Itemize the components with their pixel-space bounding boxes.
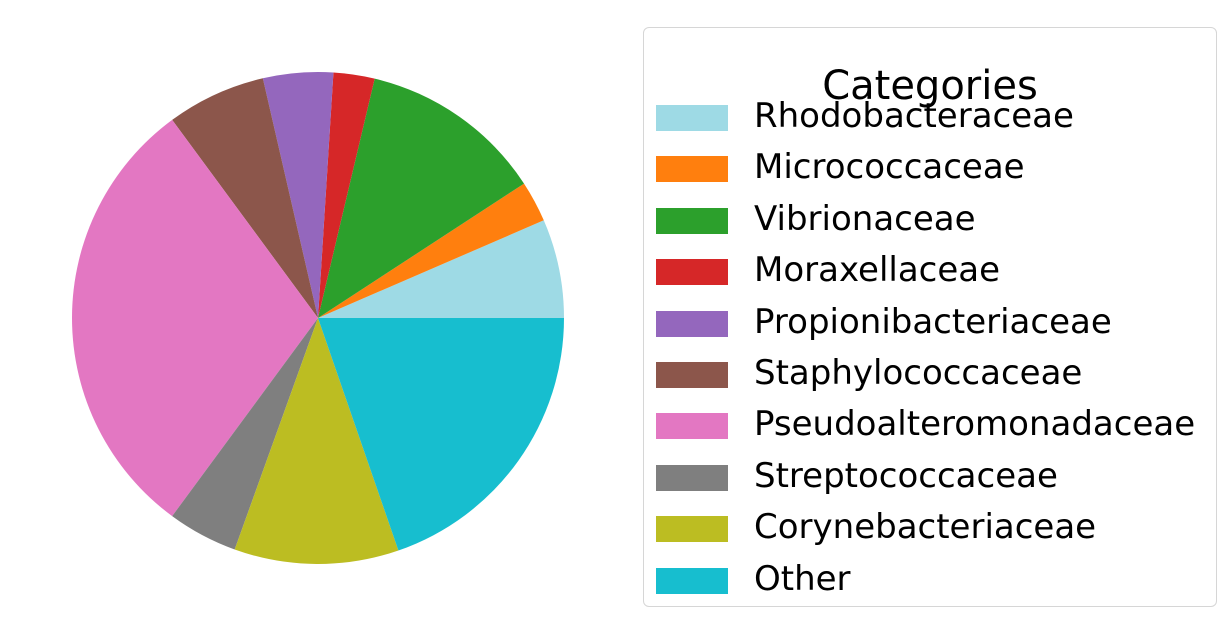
pie-slice-micrococcaceae: [318, 183, 544, 318]
legend-swatch: [656, 259, 728, 286]
legend-label: Vibrionaceae: [754, 198, 976, 239]
legend-item-micrococcaceae: Micrococcaceae: [644, 144, 1216, 190]
pie-slice-vibrionaceae: [318, 78, 525, 319]
legend-swatch: [656, 413, 728, 440]
legend-swatch: [656, 362, 728, 388]
legend-item-vibrionaceae: Vibrionaceae: [644, 196, 1216, 242]
legend-swatch: [656, 567, 728, 594]
legend-swatch: [656, 105, 728, 131]
pie-chart: [71, 72, 564, 565]
pie-slice-rhodobacteraceae: [318, 220, 564, 318]
legend-label: Micrococcaceae: [754, 147, 1025, 188]
legend-label: Corynebacteriaceae: [754, 507, 1097, 548]
legend-item-propionibacteriaceae: Propionibacteriaceae: [644, 299, 1216, 345]
legend-item-staphylococcaceae: Staphylococcaceae: [644, 350, 1216, 396]
pie-slice-other: [318, 318, 564, 551]
legend-item-corynebacteriaceae: Corynebacteriaceae: [644, 504, 1216, 550]
pie-slice-moraxellaceae: [318, 72, 375, 319]
legend-swatch: [656, 156, 728, 183]
legend-swatch: [656, 310, 728, 337]
legend-label: Other: [754, 558, 851, 599]
pie-slice-staphylococcaceae: [172, 78, 318, 319]
pie-slice-propionibacteriaceae: [262, 72, 334, 318]
legend: Categories Rhodobacteraceae Micrococcacea…: [643, 27, 1217, 607]
legend-label: Staphylococcaceae: [754, 353, 1083, 393]
legend-swatch: [656, 516, 728, 543]
legend-label: Rhodobacteraceae: [754, 96, 1074, 136]
legend-item-rhodobacteraceae: Rhodobacteraceae: [644, 93, 1216, 139]
pie-slice-corynebacteriaceae: [234, 318, 399, 565]
legend-title: Categories: [822, 63, 1038, 109]
legend-item-moraxellaceae: Moraxellaceae: [644, 247, 1216, 293]
legend-item-streptococcaceae: Streptococcaceae: [644, 453, 1216, 499]
legend-label: Propionibacteriaceae: [754, 301, 1112, 342]
legend-label: Moraxellaceae: [754, 250, 1001, 291]
legend-item-other: Other: [644, 556, 1216, 602]
pie-slice-pseudoalteromonadaceae: [71, 119, 319, 517]
legend-label: Pseudoalteromonadaceae: [754, 404, 1196, 445]
legend-swatch: [656, 207, 728, 234]
legend-item-pseudoalteromonadaceae: Pseudoalteromonadaceae: [644, 401, 1216, 447]
legend-label: Streptococcaceae: [754, 455, 1058, 496]
legend-swatch: [656, 464, 728, 491]
pie-slice-streptococcaceae: [172, 318, 318, 550]
